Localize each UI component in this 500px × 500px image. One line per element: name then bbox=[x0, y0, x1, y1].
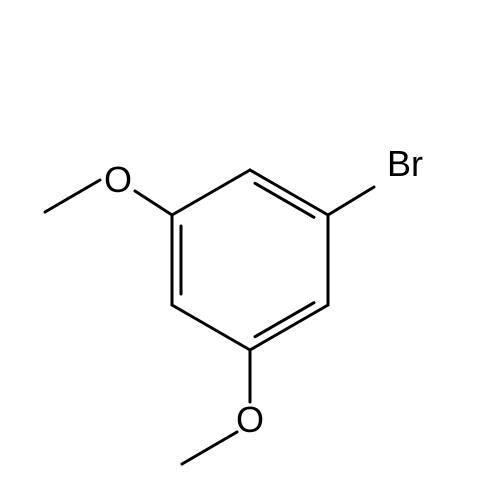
atom-label-o_upper: O bbox=[104, 159, 132, 201]
atom-label-br: Br bbox=[387, 143, 423, 185]
atom-label-o_lower: O bbox=[236, 399, 264, 441]
molecule-canvas: Br O O bbox=[0, 0, 500, 500]
